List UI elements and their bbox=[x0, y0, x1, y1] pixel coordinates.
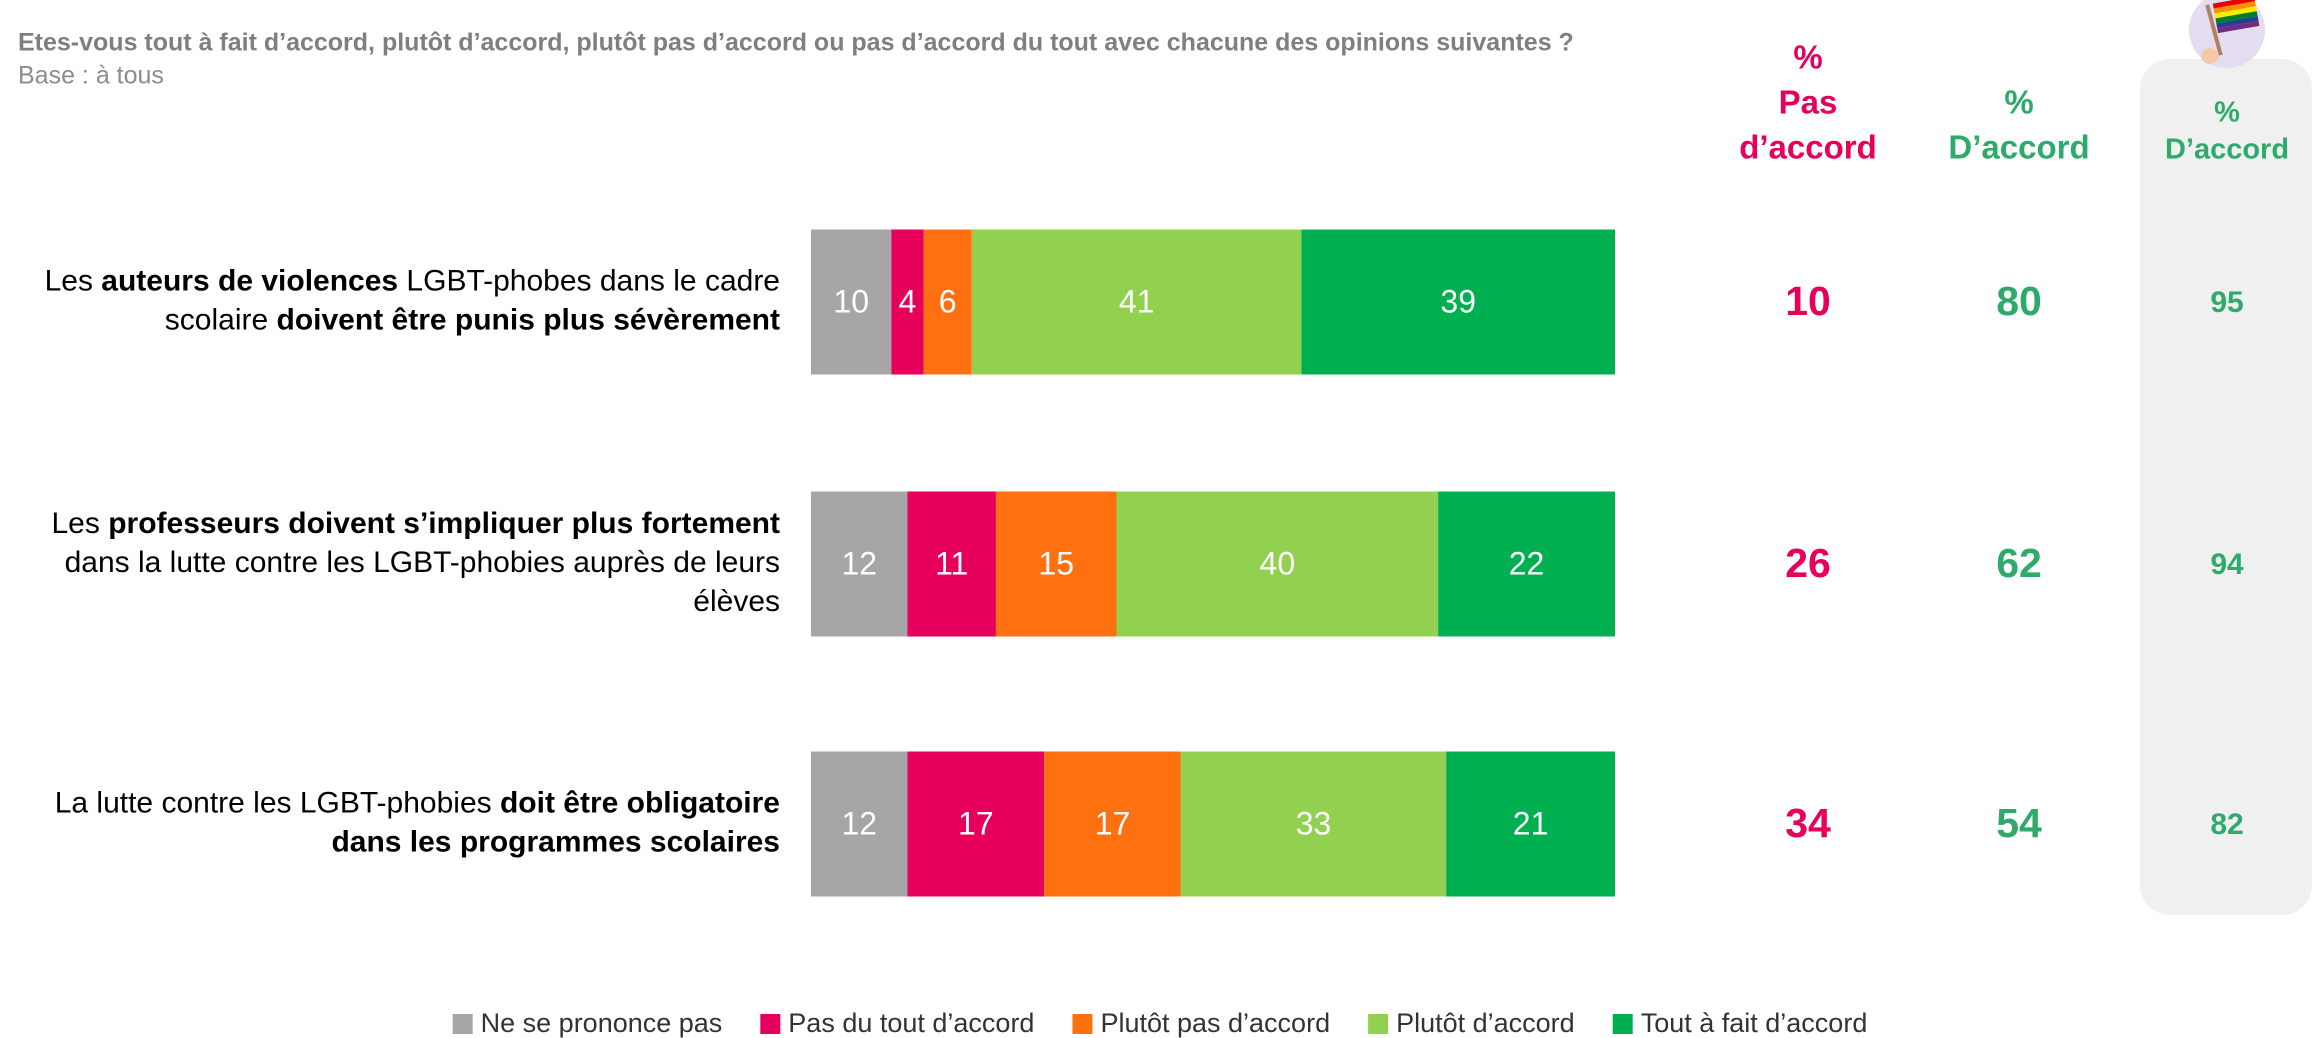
column-value: 94 bbox=[2210, 548, 2244, 581]
label-part: dans la lutte contre les LGBT-phobies au… bbox=[65, 546, 780, 579]
bar-segment bbox=[891, 229, 924, 375]
bar-segment bbox=[995, 491, 1117, 637]
column-header: % bbox=[1793, 39, 1822, 76]
bar-segment bbox=[907, 751, 1045, 897]
column-value: 62 bbox=[1996, 540, 2042, 586]
column-value: 34 bbox=[1785, 800, 1831, 846]
column-header: d’accord bbox=[1739, 129, 1877, 166]
column-header: % bbox=[2004, 84, 2033, 121]
label-part: doivent être punis plus sévèrement bbox=[277, 303, 780, 336]
bar-segment bbox=[1438, 491, 1615, 637]
label-part: Les bbox=[51, 507, 108, 540]
bar-segment bbox=[811, 229, 892, 375]
label-part: doit être obligatoire bbox=[500, 786, 780, 819]
label-part: La lutte contre les LGBT-phobies bbox=[55, 786, 500, 819]
bar-value-label: 11 bbox=[935, 545, 968, 581]
label-part: élèves bbox=[693, 585, 780, 618]
label-part: LGBT-phobes dans le cadre bbox=[398, 264, 780, 297]
label-part: auteurs de violences bbox=[101, 264, 398, 297]
legend-swatch bbox=[1072, 1014, 1093, 1034]
bar-value-label: 41 bbox=[1119, 283, 1155, 319]
legend-swatch bbox=[1368, 1014, 1389, 1034]
label-part: scolaire bbox=[165, 303, 277, 336]
chart-subtitle: Base : à tous bbox=[18, 62, 164, 90]
bar-value-label: 40 bbox=[1260, 545, 1296, 581]
label-part: Les bbox=[45, 264, 102, 297]
column-value: 80 bbox=[1996, 278, 2042, 324]
category-label: scolaire doivent être punis plus sévèrem… bbox=[165, 303, 780, 336]
category-label: élèves bbox=[693, 585, 780, 618]
bar-segment bbox=[811, 491, 908, 637]
bar-segment bbox=[811, 751, 908, 897]
bar-value-label: 22 bbox=[1509, 545, 1545, 581]
column-header: % bbox=[2214, 97, 2240, 129]
bar-segment bbox=[1044, 751, 1181, 897]
legend-swatch bbox=[760, 1014, 781, 1034]
category-label: Les professeurs doivent s’impliquer plus… bbox=[51, 507, 780, 540]
legend-label: Ne se prononce pas bbox=[481, 1008, 723, 1038]
bar-segment bbox=[1116, 491, 1439, 637]
bar-segment bbox=[971, 229, 1302, 375]
highlight-panel bbox=[2140, 59, 2312, 915]
label-part: professeurs doivent s’impliquer plus for… bbox=[108, 507, 780, 540]
legend-label: Tout à fait d’accord bbox=[1641, 1008, 1868, 1038]
bar-segment bbox=[907, 491, 996, 637]
flag-icon bbox=[2189, 0, 2265, 68]
column-value: 26 bbox=[1785, 540, 1831, 586]
legend-label: Pas du tout d’accord bbox=[788, 1008, 1034, 1038]
bar-segment bbox=[923, 229, 972, 375]
bar-value-label: 6 bbox=[939, 283, 957, 319]
bar-segment bbox=[1180, 751, 1447, 897]
bar-segment bbox=[1301, 229, 1615, 375]
category-label: dans la lutte contre les LGBT-phobies au… bbox=[65, 546, 780, 579]
legend-label: Plutôt pas d’accord bbox=[1100, 1008, 1330, 1038]
legend-swatch bbox=[452, 1014, 473, 1034]
legend-label: Plutôt d’accord bbox=[1396, 1008, 1575, 1038]
chart-title: Etes-vous tout à fait d’accord, plutôt d… bbox=[18, 29, 1574, 57]
legend-swatch bbox=[1612, 1014, 1633, 1034]
column-value: 10 bbox=[1785, 278, 1831, 324]
column-header: Pas bbox=[1779, 84, 1838, 121]
category-label: dans les programmes scolaires bbox=[331, 825, 780, 858]
bar-value-label: 21 bbox=[1513, 805, 1549, 841]
bar-segment bbox=[1446, 751, 1615, 897]
category-label: Les auteurs de violences LGBT-phobes dan… bbox=[45, 264, 780, 297]
column-header: D’accord bbox=[2165, 134, 2289, 166]
label-part: dans les programmes scolaires bbox=[331, 825, 780, 858]
category-label: La lutte contre les LGBT-phobies doit êt… bbox=[55, 786, 780, 819]
column-value: 95 bbox=[2210, 286, 2243, 319]
bar-value-label: 15 bbox=[1038, 545, 1074, 581]
bar-value-label: 10 bbox=[833, 283, 869, 319]
bar-value-label: 4 bbox=[899, 283, 917, 319]
bar-value-label: 12 bbox=[841, 805, 877, 841]
bar-value-label: 17 bbox=[1095, 805, 1131, 841]
column-value: 54 bbox=[1996, 800, 2042, 846]
bar-value-label: 39 bbox=[1440, 283, 1476, 319]
bar-value-label: 17 bbox=[958, 805, 994, 841]
bar-value-label: 33 bbox=[1296, 805, 1332, 841]
bar-value-label: 12 bbox=[841, 545, 877, 581]
column-value: 82 bbox=[2210, 808, 2243, 841]
column-header: D’accord bbox=[1948, 129, 2089, 166]
